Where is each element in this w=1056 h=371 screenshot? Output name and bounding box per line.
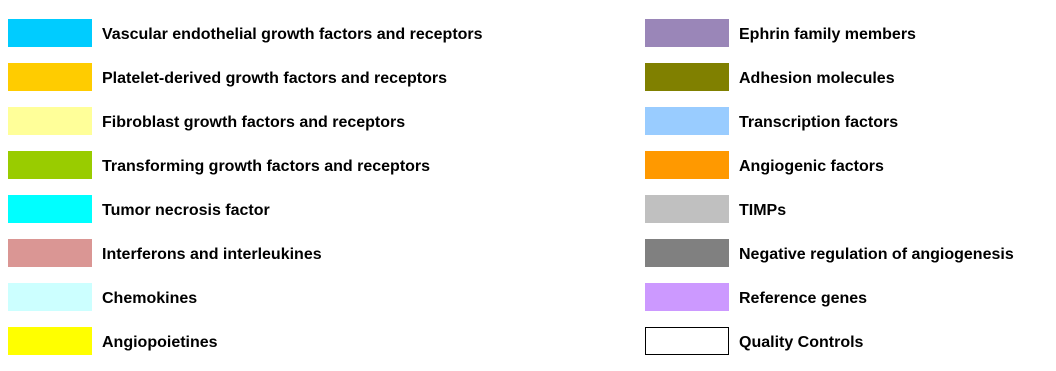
legend-item: Platelet-derived growth factors and rece… xyxy=(8,63,483,91)
color-legend: Vascular endothelial growth factors and … xyxy=(8,19,1014,355)
legend-item: Interferons and interleukines xyxy=(8,239,483,267)
legend-swatch xyxy=(645,327,729,355)
legend-swatch xyxy=(645,151,729,179)
legend-item: Chemokines xyxy=(8,283,483,311)
legend-label: Interferons and interleukines xyxy=(102,246,322,263)
legend-swatch xyxy=(645,19,729,47)
legend-swatch xyxy=(8,327,92,355)
legend-swatch xyxy=(8,19,92,47)
legend-item: Transcription factors xyxy=(645,107,1014,135)
legend-label: TIMPs xyxy=(739,202,787,219)
legend-swatch xyxy=(8,151,92,179)
legend-item: Fibroblast growth factors and receptors xyxy=(8,107,483,135)
legend-label: Chemokines xyxy=(102,290,198,307)
legend-column-right: Ephrin family members Adhesion molecules… xyxy=(645,19,1014,371)
legend-label: Transcription factors xyxy=(739,114,899,131)
legend-item: Ephrin family members xyxy=(645,19,1014,47)
legend-swatch xyxy=(8,107,92,135)
legend-item: Transforming growth factors and receptor… xyxy=(8,151,483,179)
legend-swatch xyxy=(8,195,92,223)
legend-label: Tumor necrosis factor xyxy=(102,202,270,219)
legend-item: Reference genes xyxy=(645,283,1014,311)
legend-swatch xyxy=(645,239,729,267)
legend-label: Negative regulation of angiogenesis xyxy=(739,246,1014,263)
legend-swatch xyxy=(8,239,92,267)
legend-item: Tumor necrosis factor xyxy=(8,195,483,223)
legend-item: TIMPs xyxy=(645,195,1014,223)
legend-item: Negative regulation of angiogenesis xyxy=(645,239,1014,267)
legend-label: Angiopoietines xyxy=(102,334,218,351)
legend-label: Angiogenic factors xyxy=(739,158,884,175)
legend-swatch xyxy=(645,107,729,135)
legend-label: Ephrin family members xyxy=(739,26,916,43)
legend-label: Vascular endothelial growth factors and … xyxy=(102,26,483,43)
legend-item: Angiogenic factors xyxy=(645,151,1014,179)
legend-swatch xyxy=(645,283,729,311)
legend-swatch xyxy=(645,63,729,91)
legend-swatch xyxy=(8,63,92,91)
legend-label: Reference genes xyxy=(739,290,868,307)
legend-item: Adhesion molecules xyxy=(645,63,1014,91)
legend-label: Platelet-derived growth factors and rece… xyxy=(102,70,447,87)
legend-label: Adhesion molecules xyxy=(739,70,895,87)
legend-label: Fibroblast growth factors and receptors xyxy=(102,114,406,131)
legend-swatch xyxy=(645,195,729,223)
legend-column-left: Vascular endothelial growth factors and … xyxy=(8,19,483,371)
legend-item: Angiopoietines xyxy=(8,327,483,355)
legend-item: Quality Controls xyxy=(645,327,1014,355)
legend-label: Transforming growth factors and receptor… xyxy=(102,158,431,175)
legend-item: Vascular endothelial growth factors and … xyxy=(8,19,483,47)
legend-swatch xyxy=(8,283,92,311)
legend-label: Quality Controls xyxy=(739,334,864,351)
